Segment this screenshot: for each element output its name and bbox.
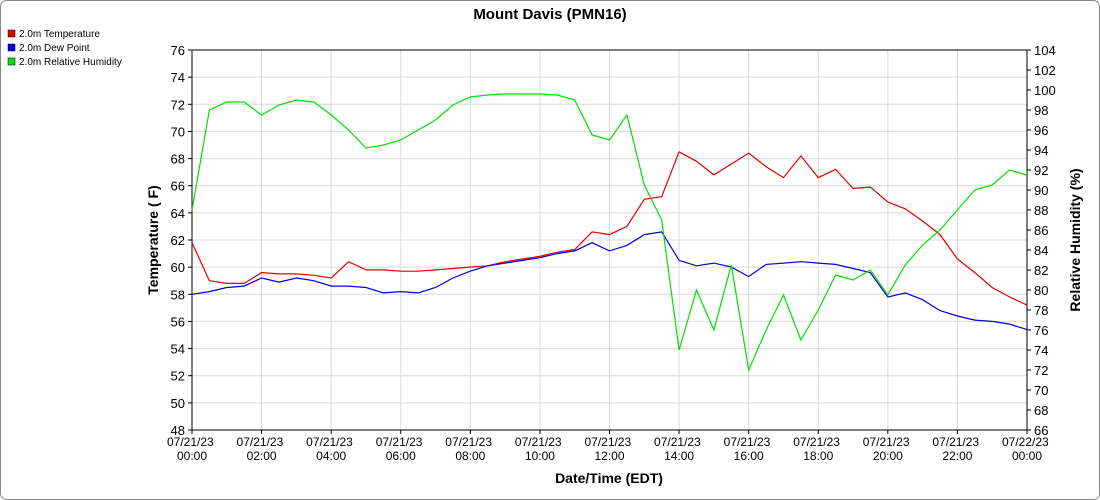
y2-tick-label: 98 xyxy=(1034,103,1048,118)
legend-swatch xyxy=(7,43,16,52)
x-tick-label: 07/21/23 14:00 xyxy=(654,435,704,463)
y2-tick-label: 68 xyxy=(1034,403,1048,418)
x-tick-label: 07/21/23 22:00 xyxy=(932,435,982,463)
y-tick-label: 54 xyxy=(171,342,185,357)
y2-axis-label: Relative Humidity (%) xyxy=(1067,168,1083,311)
y-tick-label: 64 xyxy=(171,206,185,221)
series-line xyxy=(191,93,1028,373)
y2-tick-label: 66 xyxy=(1034,423,1048,438)
y2-tick-label: 96 xyxy=(1034,123,1048,138)
legend-label: 2.0m Relative Humidity xyxy=(19,57,122,68)
y2-tick-label: 74 xyxy=(1034,343,1048,358)
x-tick-label: 07/21/23 12:00 xyxy=(584,435,634,463)
x-tick-label: 07/21/23 10:00 xyxy=(515,435,565,463)
legend-swatch xyxy=(7,29,16,38)
y2-tick-label: 100 xyxy=(1034,83,1056,98)
y2-tick-label: 94 xyxy=(1034,143,1048,158)
y-tick-label: 66 xyxy=(171,179,185,194)
y-tick-label: 76 xyxy=(171,43,185,58)
y2-tick-label: 78 xyxy=(1034,303,1048,318)
y2-tick-label: 72 xyxy=(1034,363,1048,378)
y2-tick-label: 82 xyxy=(1034,263,1048,278)
x-tick-label: 07/21/23 00:00 xyxy=(167,435,217,463)
y2-tick-label: 70 xyxy=(1034,383,1048,398)
plot-border xyxy=(191,49,1028,431)
series-line xyxy=(191,231,1028,331)
legend-label: 2.0m Dew Point xyxy=(19,43,90,54)
y-axis-label: Temperature ( F) xyxy=(145,185,161,294)
y2-tick-label: 104 xyxy=(1034,43,1056,58)
y2-tick-label: 86 xyxy=(1034,223,1048,238)
x-tick-label: 07/21/23 04:00 xyxy=(306,435,356,463)
y-tick-label: 74 xyxy=(171,70,185,85)
y2-tick-label: 80 xyxy=(1034,283,1048,298)
series-line xyxy=(191,150,1028,306)
y2-tick-label: 84 xyxy=(1034,243,1048,258)
y2-tick-label: 102 xyxy=(1034,63,1056,78)
y-tick-label: 50 xyxy=(171,396,185,411)
chart-title: Mount Davis (PMN16) xyxy=(473,6,626,23)
x-tick-label: 07/21/23 20:00 xyxy=(863,435,913,463)
x-tick-label: 07/21/23 06:00 xyxy=(376,435,426,463)
y-tick-label: 68 xyxy=(171,152,185,167)
y-tick-label: 52 xyxy=(171,369,185,384)
x-tick-label: 07/21/23 02:00 xyxy=(237,435,287,463)
y2-tick-label: 88 xyxy=(1034,203,1048,218)
y2-tick-label: 90 xyxy=(1034,183,1048,198)
x-tick-label: 07/21/23 18:00 xyxy=(793,435,843,463)
y-tick-label: 58 xyxy=(171,287,185,302)
x-axis-label: Date/Time (EDT) xyxy=(555,470,663,486)
y-tick-label: 48 xyxy=(171,423,185,438)
y-tick-label: 56 xyxy=(171,314,185,329)
legend-swatch xyxy=(7,57,16,66)
y-tick-label: 72 xyxy=(171,97,185,112)
y-tick-label: 70 xyxy=(171,124,185,139)
y2-tick-label: 76 xyxy=(1034,323,1048,338)
x-tick-label: 07/21/23 16:00 xyxy=(724,435,774,463)
y-tick-label: 62 xyxy=(171,233,185,248)
y2-tick-label: 92 xyxy=(1034,163,1048,178)
y-tick-label: 60 xyxy=(171,260,185,275)
x-tick-label: 07/21/23 08:00 xyxy=(445,435,495,463)
x-tick-label: 07/22/23 00:00 xyxy=(1002,435,1052,463)
legend-label: 2.0m Temperature xyxy=(19,29,100,40)
